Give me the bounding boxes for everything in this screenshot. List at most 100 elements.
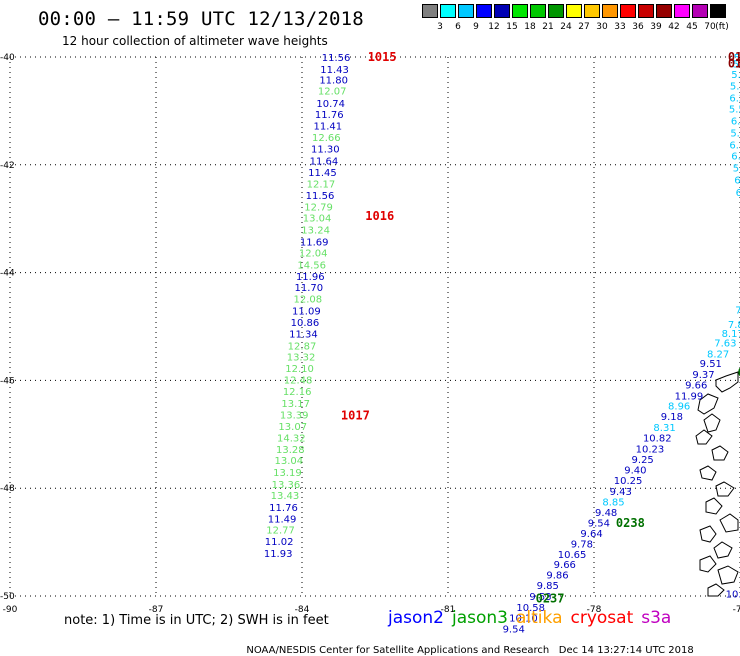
wave-height-value: 5.25 [730, 82, 740, 93]
wave-height-value: 13.04 [275, 456, 304, 467]
wave-height-value: 13.28 [276, 445, 305, 456]
wave-height-value: 14.32 [277, 434, 306, 445]
wave-height-value: 13.43 [271, 491, 300, 502]
wave-height-value: 7. [735, 305, 740, 316]
lon-tick-label: -84 [295, 605, 310, 615]
wave-height-value: 11.70 [294, 283, 323, 294]
wave-height-value: 11.96 [296, 272, 325, 283]
time-labels: 1015 1016 1017 01330133 02 0238 0237 [341, 50, 740, 606]
legend-jason2: jason2 [388, 608, 444, 628]
color-scale-swatch [548, 4, 564, 18]
color-scale-swatch [692, 4, 708, 18]
wave-height-value: 9.78 [571, 540, 593, 551]
color-scale-label: 30 [596, 22, 608, 32]
wave-height-value: 11.43 [320, 65, 349, 76]
coastline-segment [715, 481, 735, 497]
wave-height-value: 9.51 [700, 359, 722, 370]
color-scale-swatch [710, 4, 726, 18]
wave-height-value: 9.64 [580, 529, 602, 540]
satellite-legend: jason2 jason3 altika cryosat s3a [388, 608, 679, 628]
map-axis-ticks: -90 -87 -84 -81 -78 -75 -40 -42 -44 -46 -48 -50 [0, 53, 740, 615]
color-scale-label: 42 [668, 22, 680, 32]
color-scale-swatch [674, 4, 690, 18]
wave-height-value: 8.17 [722, 329, 740, 340]
color-scale-label: 9 [473, 22, 479, 32]
wave-height-value: 12.17 [307, 180, 336, 191]
wave-height-value: 9.66 [685, 381, 707, 392]
wave-height-value: 9.54 [503, 624, 525, 635]
color-scale-swatch [494, 4, 510, 18]
pass-time-label: 0238 [616, 516, 645, 530]
wave-height-value: 7.63 [714, 339, 736, 350]
wave-height-value: 9.54 [588, 519, 610, 530]
color-scale-label: 70 [704, 22, 716, 32]
wave-height-value: 13.19 [273, 468, 302, 479]
coastline-segment [717, 565, 739, 585]
wave-height-value: 11.99 [675, 391, 704, 402]
color-scale-swatch [584, 4, 600, 18]
wave-height-value: 12.79 [304, 202, 333, 213]
coastline [695, 371, 739, 597]
wave-height-value: 5.63 [730, 128, 740, 139]
lat-tick-label: -42 [0, 161, 15, 171]
pass-time-label: 1015 [368, 50, 397, 64]
legend-cryosat: cryosat [570, 608, 634, 628]
wave-height-value: 10.79 [726, 589, 740, 600]
color-scale-label: 24 [560, 22, 572, 32]
wave-height-value: 10.58 [516, 603, 545, 614]
wave-height-value: 12.10 [285, 364, 314, 375]
wave-height-value: 5.65 [731, 70, 740, 81]
wave-height-value: 12.87 [288, 341, 317, 352]
color-scale-swatch [512, 4, 528, 18]
wave-height-value: 11.30 [311, 145, 340, 156]
color-scale-label: 18 [524, 22, 536, 32]
footer-credit: NOAA/NESDIS Center for Satellite Applica… [240, 634, 693, 656]
color-scale-label: 45 [686, 22, 698, 32]
legend-altika: altika [516, 608, 563, 628]
wave-height-value: 11.64 [310, 156, 339, 167]
wave-height-value: 6.39 [731, 117, 740, 128]
color-scale-swatch [440, 4, 456, 18]
color-scale-swatch [656, 4, 672, 18]
pass-time-label: 02 [738, 365, 740, 379]
wave-height-value: 10.86 [291, 318, 320, 329]
color-scale-swatch [620, 4, 636, 18]
wave-height-value: 9.85 [537, 581, 559, 592]
wave-height-value: 13.04 [303, 214, 332, 225]
color-scale-label: 6 [455, 22, 461, 32]
color-scale-swatch [422, 4, 438, 18]
wave-height-value: 12.66 [312, 133, 341, 144]
wave-height-value: 6.39 [736, 188, 740, 199]
lat-tick-label: -50 [0, 592, 15, 602]
color-scale-swatch [638, 4, 654, 18]
wave-height-value: 6.23 [729, 93, 740, 104]
lon-tick-label: -75 [733, 605, 740, 615]
legend-s3a: s3a [641, 608, 672, 628]
pass-time-label: 0237 [536, 592, 565, 606]
pass-time-label: 0133 [728, 50, 740, 64]
wave-height-value: 13.36 [272, 480, 301, 491]
wave-height-points: 11.5611.4311.8012.0710.7411.7611.4112.66… [264, 53, 740, 635]
lon-tick-label: -81 [441, 605, 456, 615]
wave-height-value: 6.73 [734, 175, 740, 186]
color-scale-label: 3 [437, 22, 443, 32]
wave-height-value: 11.45 [308, 168, 337, 179]
wave-height-value: 13.32 [287, 353, 316, 364]
coastline-segment [695, 429, 713, 445]
wave-height-value: 11.34 [289, 330, 318, 341]
wave-height-value: 11.69 [300, 237, 329, 248]
wave-height-value: 12.04 [299, 249, 328, 260]
wave-height-value: 5.87 [734, 53, 740, 64]
color-scale-swatch [458, 4, 474, 18]
wave-height-value: 6.14 [731, 152, 740, 163]
wave-height-value: 8.31 [653, 423, 675, 434]
wave-height-value: 12.07 [318, 86, 347, 97]
wave-height-value: 10.23 [636, 444, 665, 455]
color-scale-unit: (ft) [715, 22, 729, 32]
wave-height-value: 11.09 [292, 306, 321, 317]
wave-height-value: 12.48 [284, 375, 313, 386]
wave-height-value: 11.56 [322, 53, 351, 64]
wave-height-value: 9.86 [546, 570, 568, 581]
wave-height-value: 13.17 [281, 399, 310, 410]
color-scale-label: 15 [506, 22, 518, 32]
